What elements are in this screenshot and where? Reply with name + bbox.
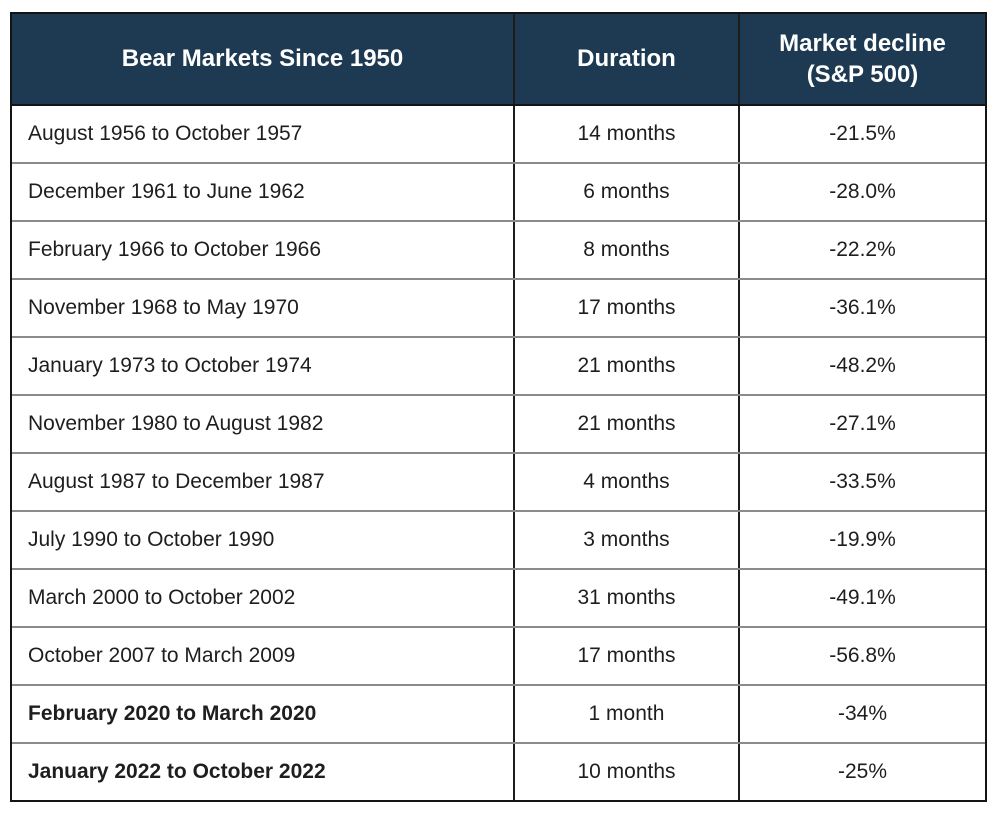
table-row: January 2022 to October 2022 10 months -…: [12, 742, 985, 800]
table-row: July 1990 to October 1990 3 months -19.9…: [12, 510, 985, 568]
period-cell: August 1956 to October 1957: [28, 122, 303, 145]
table-header-row: Bear Markets Since 1950 Duration Market …: [12, 14, 985, 104]
period-cell: February 1966 to October 1966: [28, 238, 322, 261]
table-row: November 1980 to August 1982 21 months -…: [12, 394, 985, 452]
period-cell: March 2000 to October 2002: [28, 586, 296, 609]
decline-cell: -36.1%: [738, 280, 985, 336]
duration-cell: 4 months: [513, 454, 738, 510]
duration-cell: 14 months: [513, 106, 738, 162]
table-row: October 2007 to March 2009 17 months -56…: [12, 626, 985, 684]
decline-cell: -28.0%: [738, 164, 985, 220]
period-cell: July 1990 to October 1990: [28, 528, 275, 551]
decline-cell: -22.2%: [738, 222, 985, 278]
header-duration: Duration: [513, 14, 738, 104]
header-market-decline: Market decline (S&P 500): [738, 14, 985, 104]
table-row: November 1968 to May 1970 17 months -36.…: [12, 278, 985, 336]
period-cell: February 2020 to March 2020: [28, 702, 317, 725]
decline-cell: -49.1%: [738, 570, 985, 626]
decline-cell: -27.1%: [738, 396, 985, 452]
duration-cell: 17 months: [513, 628, 738, 684]
decline-cell: -25%: [738, 744, 985, 800]
header-market-decline-line1: Market decline: [779, 29, 946, 57]
period-cell: November 1980 to August 1982: [28, 412, 324, 435]
period-cell: January 1973 to October 1974: [28, 354, 312, 377]
header-bear-markets-label: Bear Markets Since 1950: [121, 45, 404, 73]
period-cell: November 1968 to May 1970: [28, 296, 299, 319]
decline-cell: -33.5%: [738, 454, 985, 510]
table-row: February 2020 to March 2020 1 month -34%: [12, 684, 985, 742]
duration-cell: 17 months: [513, 280, 738, 336]
period-cell: October 2007 to March 2009: [28, 644, 296, 667]
duration-cell: 21 months: [513, 396, 738, 452]
header-duration-label: Duration: [577, 45, 676, 73]
decline-cell: -19.9%: [738, 512, 985, 568]
header-market-decline-line2: (S&P 500): [806, 61, 919, 88]
decline-cell: -48.2%: [738, 338, 985, 394]
decline-cell: -56.8%: [738, 628, 985, 684]
table-row: March 2000 to October 2002 31 months -49…: [12, 568, 985, 626]
decline-cell: -21.5%: [738, 106, 985, 162]
duration-cell: 8 months: [513, 222, 738, 278]
table-row: February 1966 to October 1966 8 months -…: [12, 220, 985, 278]
period-cell: December 1961 to June 1962: [28, 180, 305, 203]
table-row: December 1961 to June 1962 6 months -28.…: [12, 162, 985, 220]
header-bear-markets: Bear Markets Since 1950: [12, 14, 513, 104]
duration-cell: 31 months: [513, 570, 738, 626]
duration-cell: 3 months: [513, 512, 738, 568]
duration-cell: 21 months: [513, 338, 738, 394]
decline-cell: -34%: [738, 686, 985, 742]
duration-cell: 10 months: [513, 744, 738, 800]
duration-cell: 6 months: [513, 164, 738, 220]
duration-cell: 1 month: [513, 686, 738, 742]
table-row: August 1956 to October 1957 14 months -2…: [12, 104, 985, 162]
table-row: January 1973 to October 1974 21 months -…: [12, 336, 985, 394]
period-cell: August 1987 to December 1987: [28, 470, 325, 493]
period-cell: January 2022 to October 2022: [28, 760, 326, 783]
bear-markets-table: Bear Markets Since 1950 Duration Market …: [10, 12, 987, 802]
table-row: August 1987 to December 1987 4 months -3…: [12, 452, 985, 510]
